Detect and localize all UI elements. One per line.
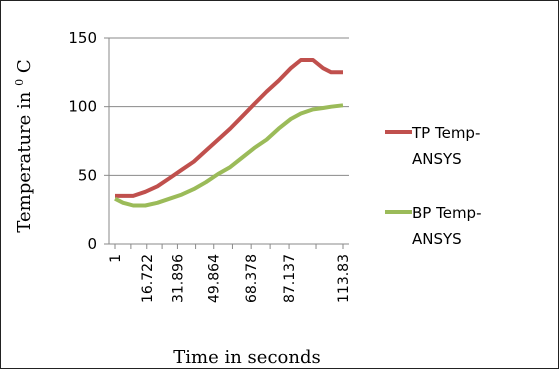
x-tick-label: 16.722 <box>140 254 156 303</box>
legend: TP Temp- ANSYS BP Temp- ANSYS <box>385 124 482 248</box>
x-tick-label: 49.864 <box>207 254 223 303</box>
gridlines <box>109 37 349 176</box>
legend-label-2: ANSYS <box>412 230 462 248</box>
y-axis-title-unit: C <box>14 59 35 79</box>
legend-label-1: TP Temp- <box>411 124 480 142</box>
x-tick-label: 31.896 <box>170 254 186 303</box>
series-lines <box>114 58 344 208</box>
x-tick-label: 68.378 <box>244 254 260 303</box>
y-axis-title-main: Temperature in <box>14 86 35 233</box>
y-tick-label: 150 <box>68 29 97 47</box>
x-axis-title: Time in seconds <box>173 347 320 368</box>
x-tick-label: 87.137 <box>282 254 298 303</box>
y-tick-label: 0 <box>87 235 97 253</box>
y-axis-title-superscript: 0 <box>13 79 26 86</box>
y-tick-label: 50 <box>78 166 97 184</box>
legend-label-1: ANSYS <box>412 150 462 168</box>
y-tick-label: 100 <box>68 98 97 116</box>
tick-labels: 0 50 100 150 1 16.722 31.896 49.864 68.378 87.137… <box>68 29 352 303</box>
x-tick-label: 1 <box>108 254 124 263</box>
y-axis-title: Temperature in 0 C <box>13 59 35 232</box>
legend-label-2: BP Temp- <box>412 204 482 222</box>
series-line-2 <box>114 103 344 208</box>
x-tick-label: 113.83 <box>336 254 352 303</box>
axes <box>104 37 349 249</box>
series-line-1 <box>115 58 343 198</box>
